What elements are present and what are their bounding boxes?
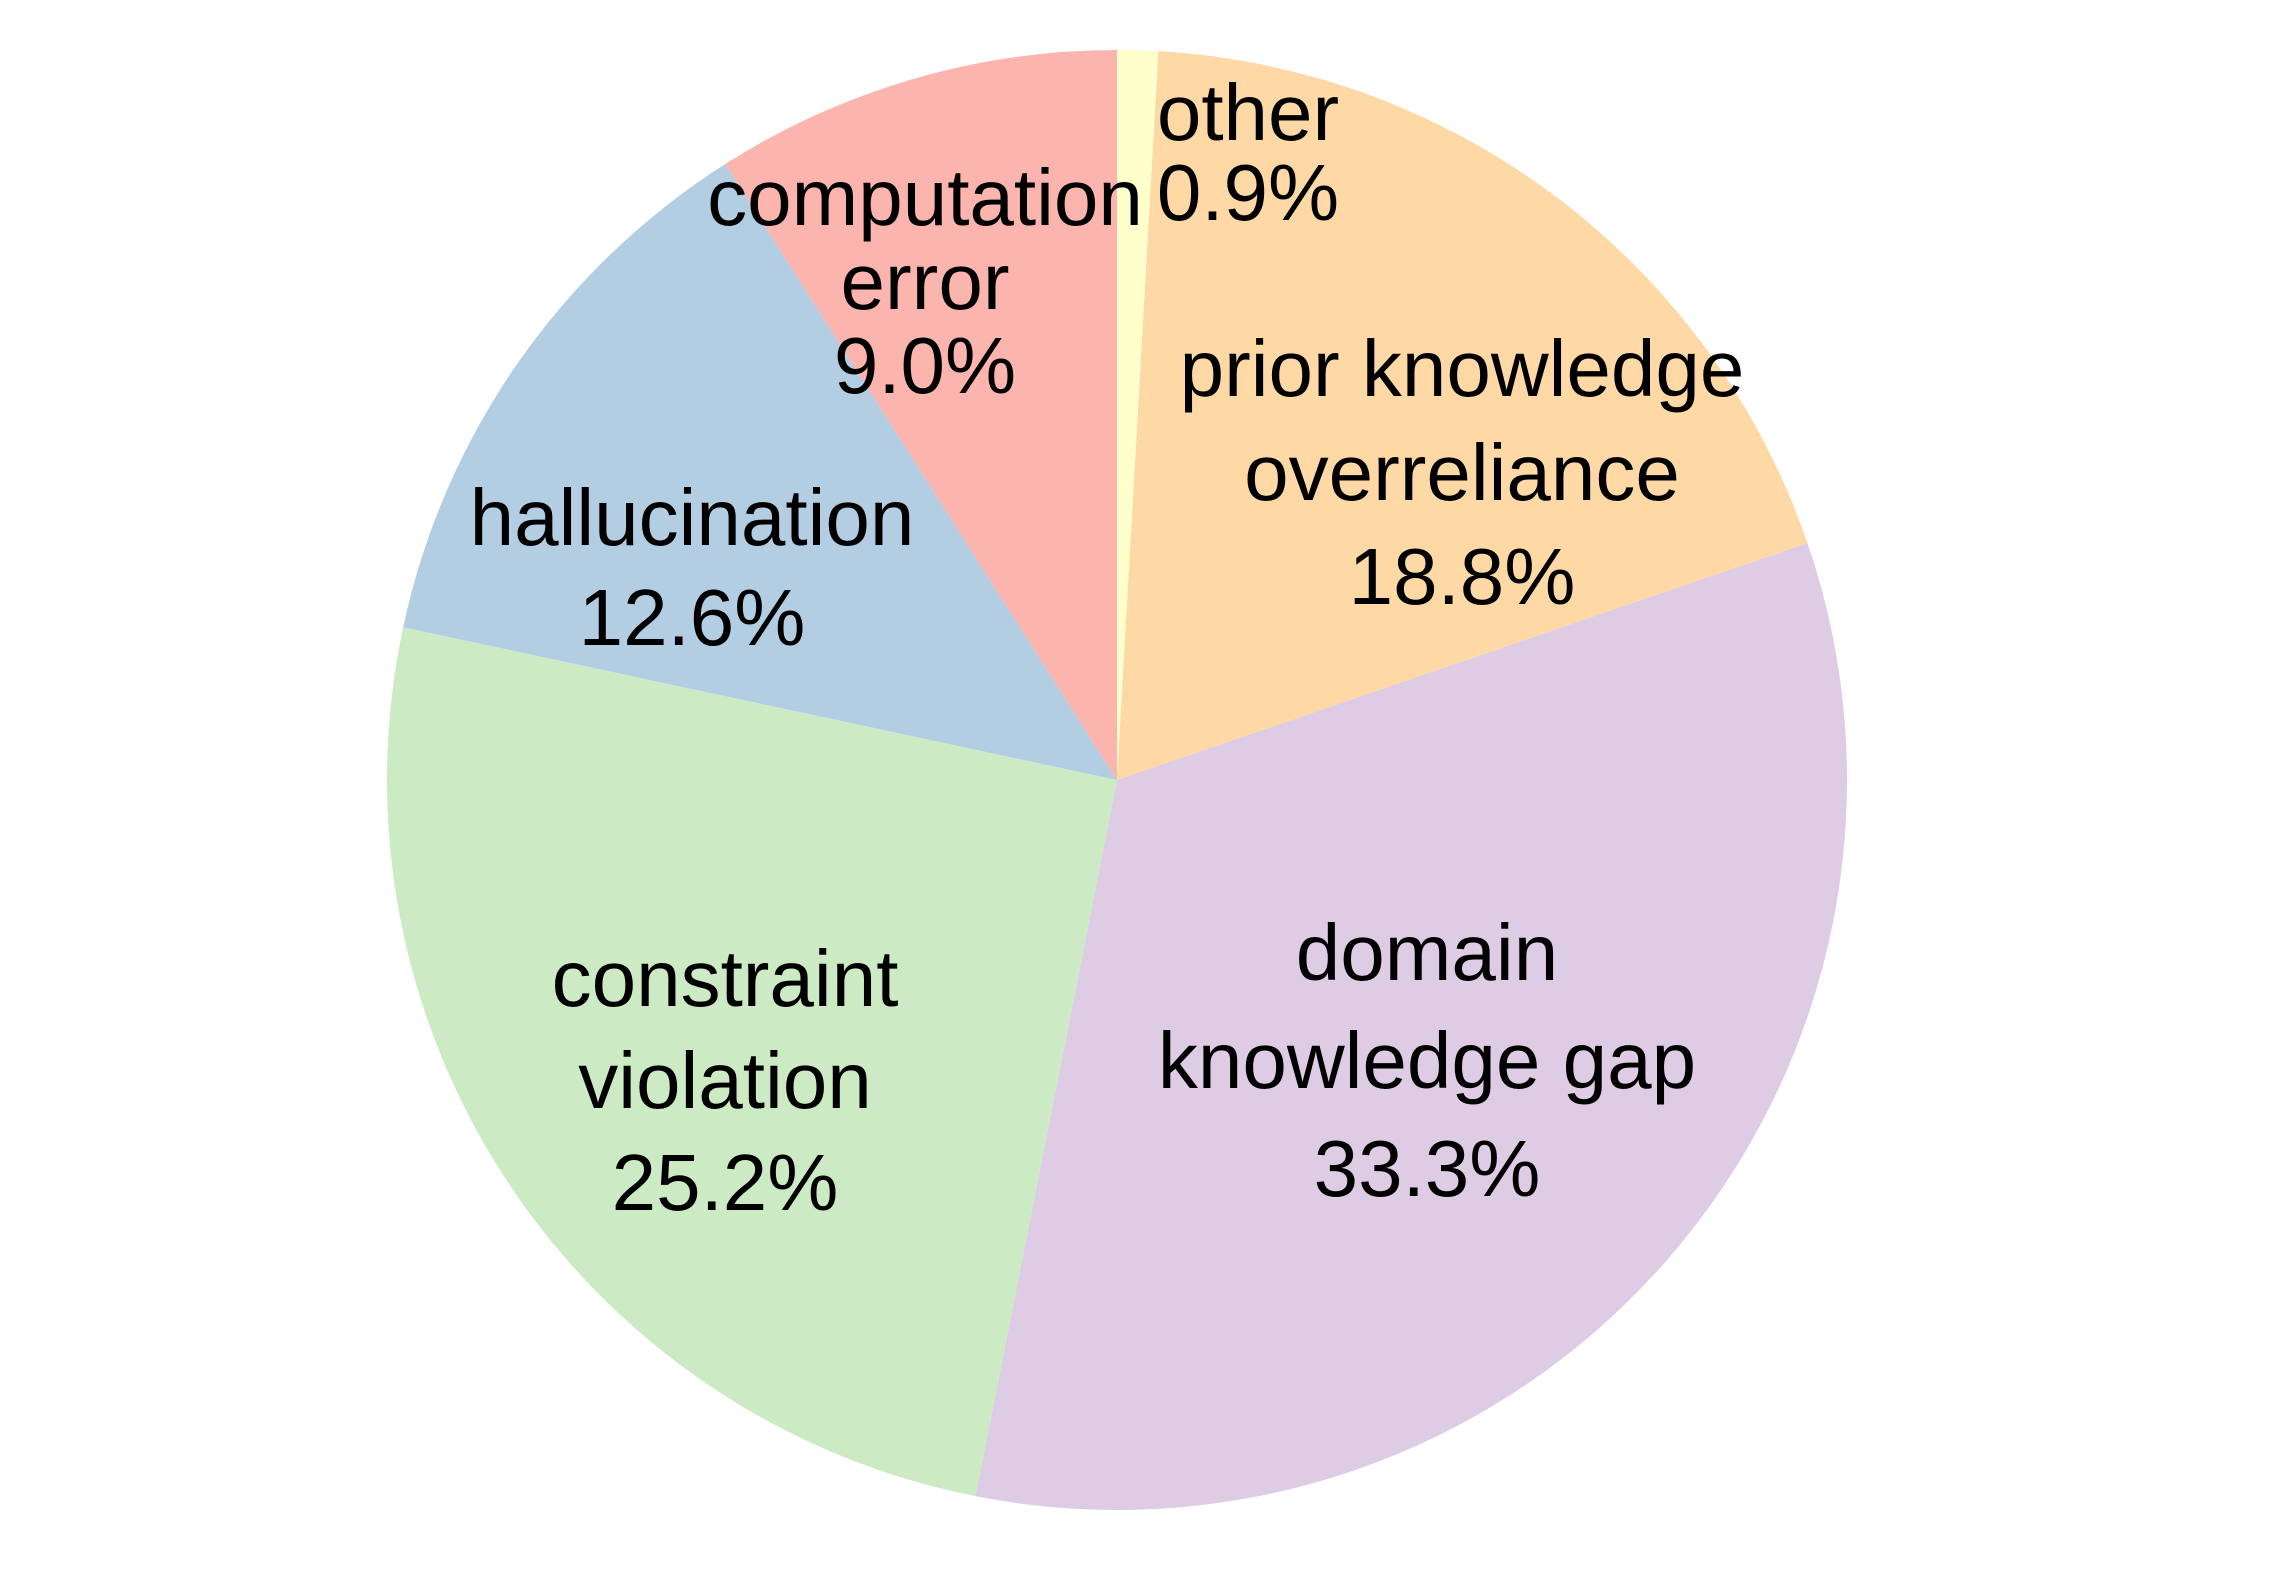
svg-text:domain: domain (1296, 908, 1558, 997)
svg-text:knowledge gap: knowledge gap (1158, 1016, 1696, 1105)
svg-text:computation: computation (707, 153, 1143, 242)
svg-text:violation: violation (578, 1036, 872, 1125)
svg-text:constraint: constraint (552, 934, 899, 1023)
svg-text:hallucination: hallucination (470, 473, 915, 562)
svg-text:0.9%: 0.9% (1157, 148, 1339, 237)
svg-text:prior knowledge: prior knowledge (1180, 324, 1745, 413)
svg-text:9.0%: 9.0% (834, 321, 1016, 410)
svg-text:12.6%: 12.6% (579, 573, 806, 662)
svg-text:33.3%: 33.3% (1314, 1124, 1541, 1213)
svg-text:25.2%: 25.2% (612, 1138, 839, 1227)
svg-text:18.8%: 18.8% (1349, 532, 1576, 621)
svg-text:other: other (1157, 68, 1339, 157)
svg-text:overreliance: overreliance (1244, 428, 1680, 517)
svg-text:error: error (841, 237, 1010, 326)
